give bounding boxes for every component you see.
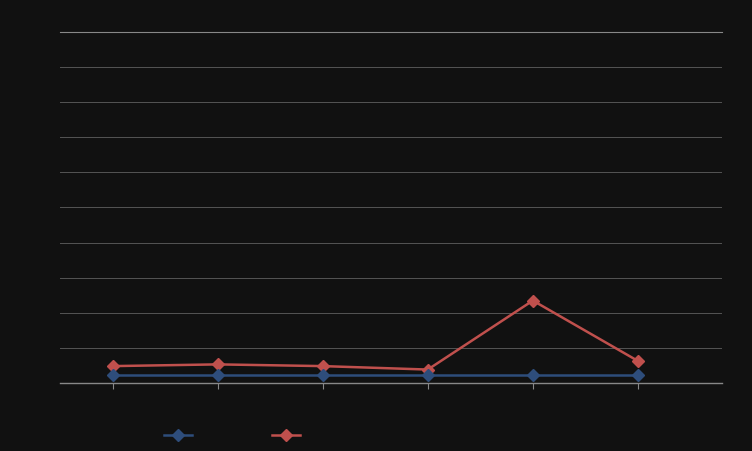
Legend:   ,   : , — [159, 425, 323, 448]
